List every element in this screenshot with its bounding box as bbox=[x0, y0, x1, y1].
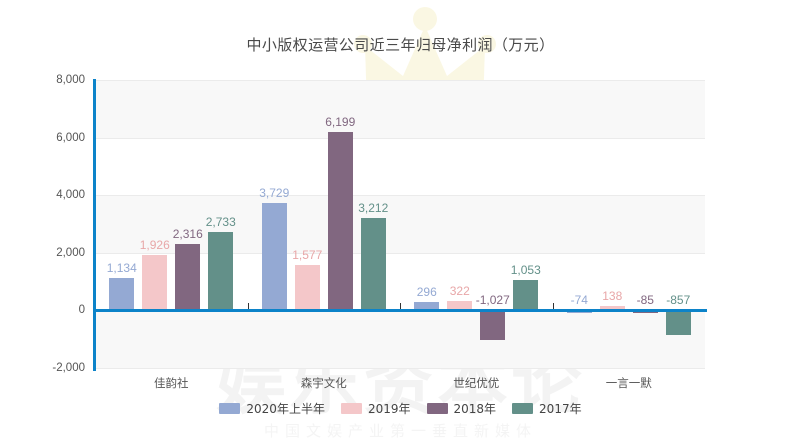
plot-band bbox=[95, 80, 705, 138]
bar-value-label: 2,733 bbox=[205, 214, 236, 229]
bar-value-label: 296 bbox=[416, 284, 437, 299]
y-axis-tick-label: 0 bbox=[78, 304, 85, 317]
bar[interactable] bbox=[142, 254, 168, 311]
x-axis-tick bbox=[552, 303, 554, 310]
legend-item-0[interactable]: 2020年上半年 bbox=[219, 400, 325, 417]
legend-item-2[interactable]: 2018年 bbox=[426, 400, 497, 417]
legend-swatch-icon bbox=[219, 403, 241, 414]
legend-label: 2018年 bbox=[453, 402, 497, 416]
bar[interactable] bbox=[447, 301, 473, 311]
y-axis-tick-label: 2,000 bbox=[56, 246, 85, 259]
chart-title: 中小版权运营公司近三年归母净利润（万元） bbox=[246, 36, 555, 54]
plot-band bbox=[95, 137, 705, 196]
x-axis-tick bbox=[400, 303, 401, 310]
bar-value-label: 322 bbox=[449, 284, 470, 299]
bar-value-label: 1,577 bbox=[292, 247, 323, 262]
bar[interactable] bbox=[360, 217, 386, 311]
legend-label: 2020年上半年 bbox=[246, 402, 325, 416]
bar[interactable] bbox=[175, 243, 201, 311]
chart-legend: 2020年上半年 2019年 2018年 2017年 bbox=[0, 400, 801, 417]
bar-value-label: 6,199 bbox=[325, 114, 356, 129]
bar[interactable] bbox=[665, 310, 691, 336]
y-axis-line bbox=[93, 79, 96, 371]
bar[interactable] bbox=[414, 301, 440, 311]
bar[interactable] bbox=[261, 203, 287, 311]
gridline bbox=[95, 80, 705, 81]
bar[interactable] bbox=[208, 231, 234, 311]
bar[interactable] bbox=[599, 306, 625, 311]
legend-item-3[interactable]: 2017年 bbox=[512, 400, 582, 417]
gridline bbox=[95, 368, 705, 369]
bar-value-label: -85 bbox=[636, 293, 654, 308]
bar[interactable] bbox=[327, 131, 353, 311]
plot-area: 1,134 1,926 2,316 2,733 3,729 1,577 6,199 3,212… bbox=[95, 80, 705, 369]
bar-value-label: -857 bbox=[666, 293, 691, 308]
bar-value-label: 138 bbox=[602, 289, 623, 304]
bar-value-label: 3,212 bbox=[358, 200, 389, 215]
bar[interactable] bbox=[513, 280, 539, 311]
legend-swatch-icon bbox=[426, 403, 448, 414]
legend-swatch-icon bbox=[340, 403, 362, 414]
plot-band bbox=[95, 195, 705, 253]
bar-value-label: 1,053 bbox=[510, 263, 541, 278]
y-axis-tick-label: 4,000 bbox=[56, 189, 85, 202]
legend-swatch-icon bbox=[512, 403, 534, 414]
bar-value-label: 1,926 bbox=[139, 237, 170, 252]
gridline bbox=[95, 137, 705, 139]
gridline bbox=[95, 252, 705, 254]
y-axis-labels: 8,000 6,000 4,000 2,000 0 -2,000 bbox=[20, 74, 85, 374]
y-axis-tick-label: 6,000 bbox=[56, 131, 85, 144]
bar[interactable] bbox=[480, 310, 506, 340]
watermark-chinese-small: 中国文娱产业第一垂直新媒体 bbox=[263, 422, 537, 440]
x-axis-tick bbox=[247, 303, 249, 310]
bar[interactable] bbox=[109, 277, 135, 311]
legend-label: 2019年 bbox=[367, 402, 411, 416]
bar[interactable] bbox=[294, 264, 320, 311]
y-axis-tick-label: 8,000 bbox=[56, 74, 85, 86]
bar-value-label: 1,134 bbox=[106, 260, 137, 275]
gridline bbox=[95, 195, 705, 197]
bar-value-label: -74 bbox=[570, 293, 588, 308]
bar-value-label: -1,027 bbox=[475, 293, 510, 308]
y-axis-tick-label: -2,000 bbox=[52, 362, 85, 374]
legend-item-1[interactable]: 2019年 bbox=[340, 400, 411, 417]
x-axis-category-label: 森宇文化 bbox=[300, 376, 347, 390]
zero-baseline bbox=[93, 309, 707, 313]
x-axis-category-label: 世纪优优 bbox=[453, 376, 500, 390]
bar-value-label: 2,316 bbox=[172, 226, 203, 241]
plot-band bbox=[95, 310, 705, 368]
legend-label: 2017年 bbox=[539, 402, 582, 416]
bar-value-label: 3,729 bbox=[259, 186, 290, 200]
x-axis-category-label: 一言一默 bbox=[605, 376, 652, 390]
x-axis-category-label: 佳韵社 bbox=[154, 376, 189, 390]
